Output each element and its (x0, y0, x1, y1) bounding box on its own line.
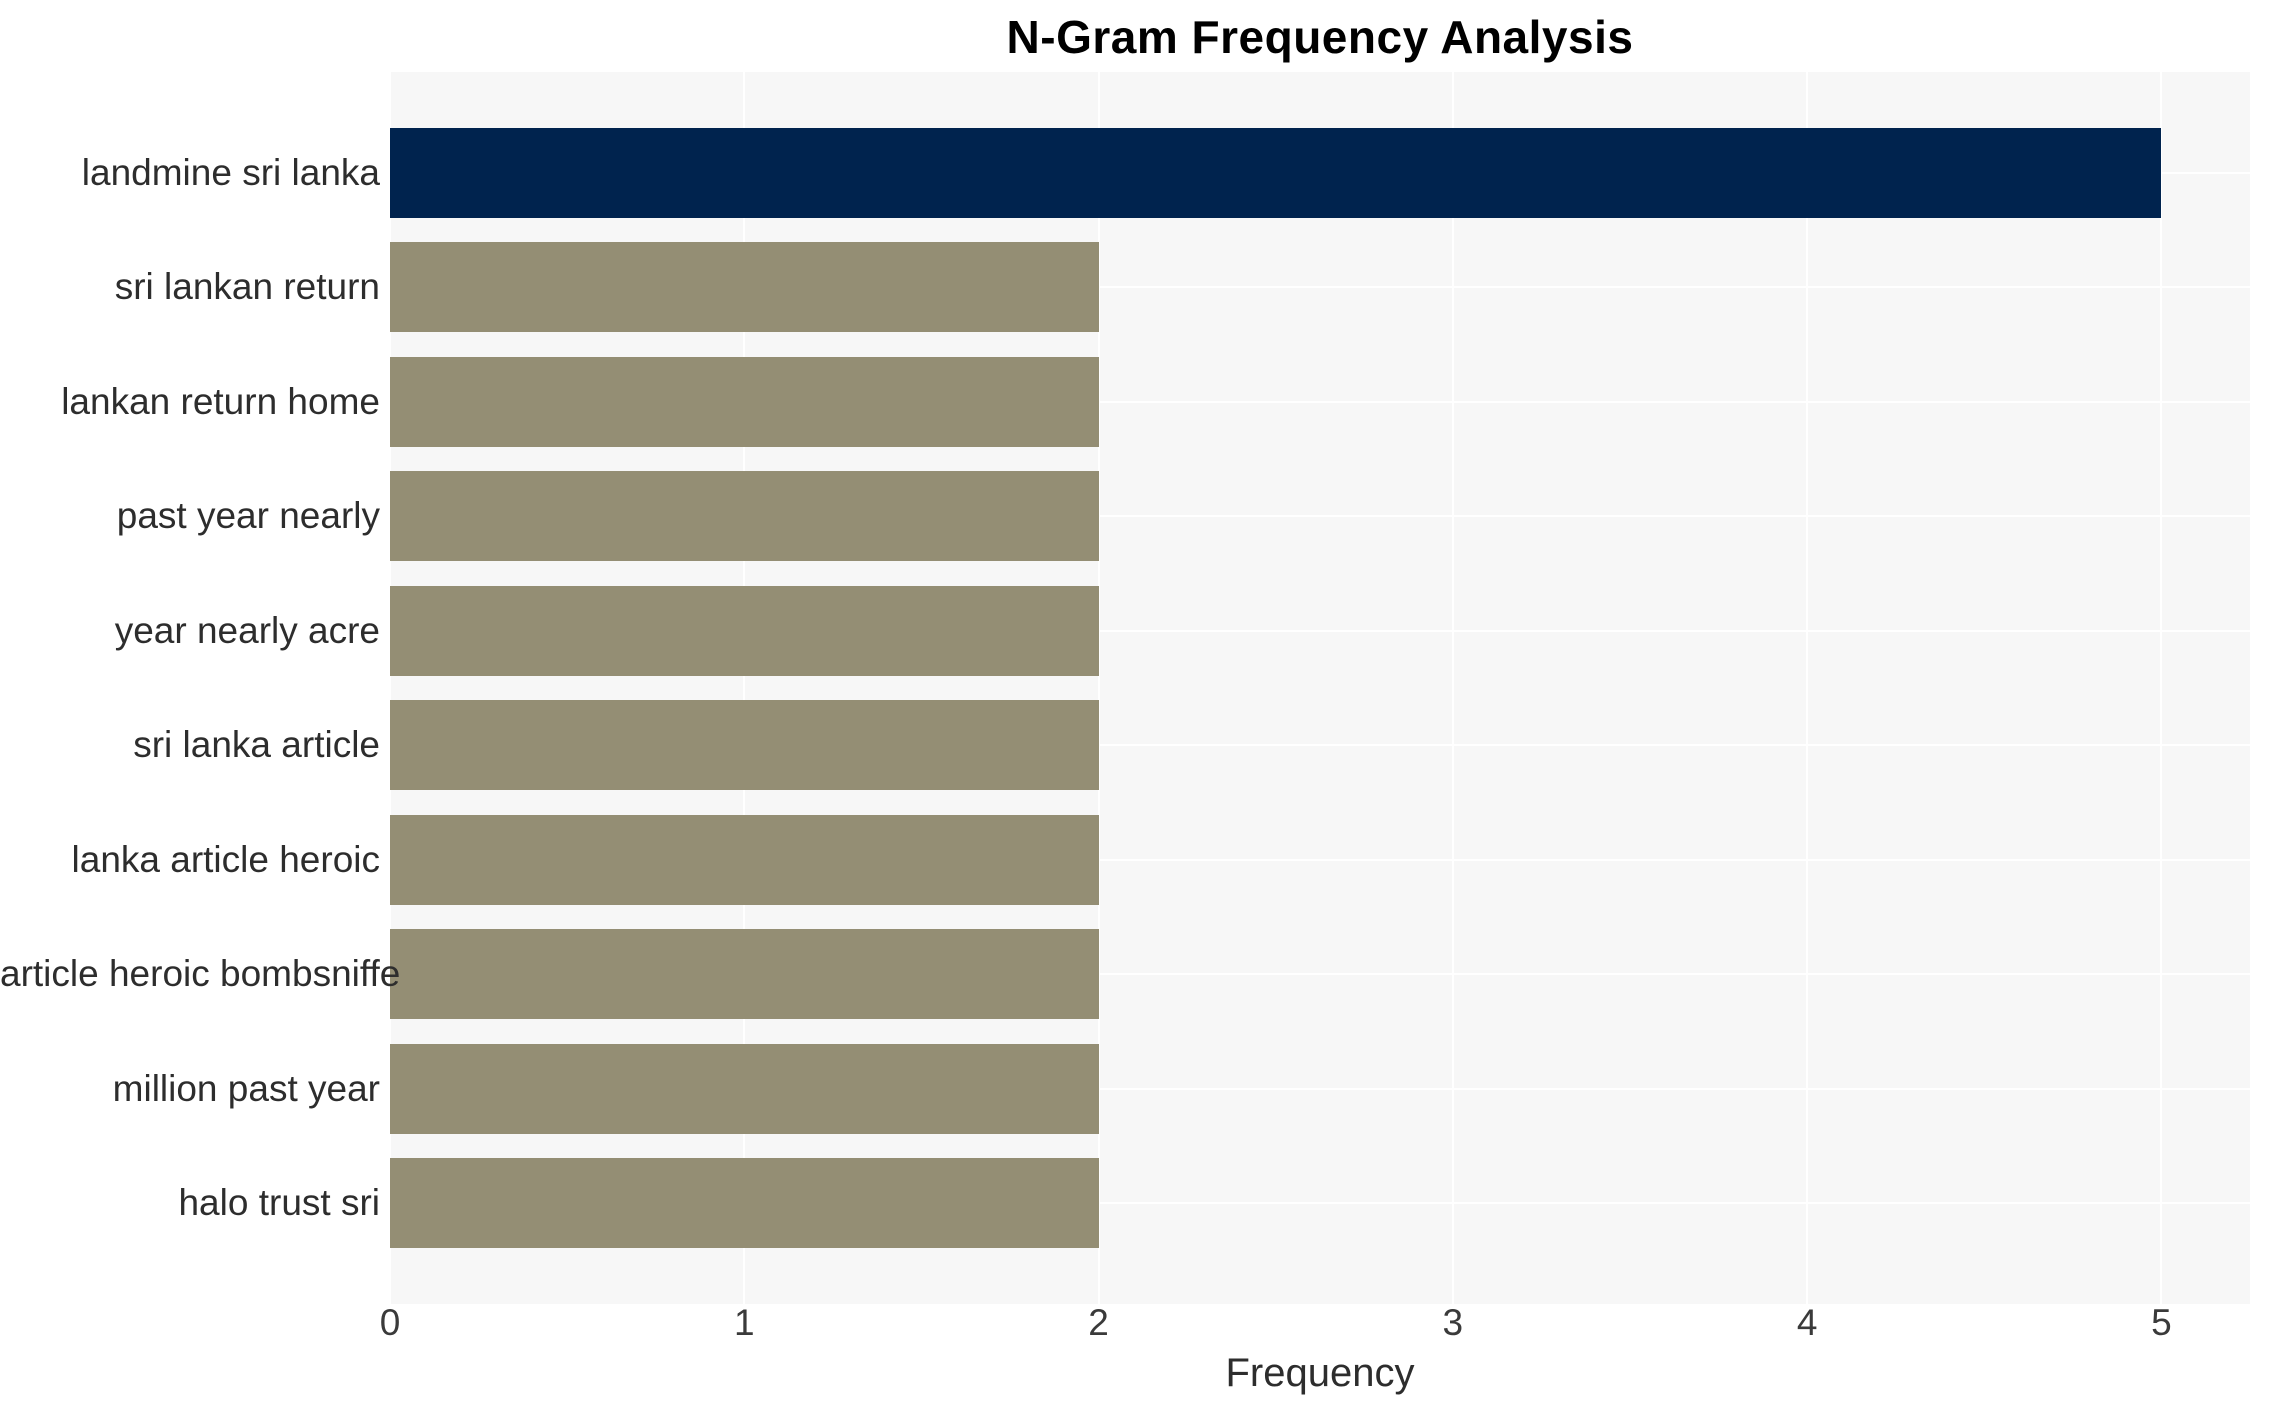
y-gridline (390, 1202, 2250, 1204)
y-gridline (390, 973, 2250, 976)
y-gridline (390, 400, 2250, 403)
category-label: million past year (112, 1067, 380, 1109)
x-tick-label: 3 (1442, 1302, 1464, 1343)
bar (390, 585, 1099, 676)
x-tick-label: 4 (1796, 1302, 1818, 1343)
y-gridline (390, 515, 2250, 518)
category-label: sri lanka article (133, 724, 380, 766)
bar (390, 128, 2162, 218)
category-label: sri lankan return (114, 266, 380, 308)
bar (390, 356, 1099, 447)
bar (390, 471, 1099, 562)
y-gridline (390, 744, 2250, 747)
x-tick-label: 5 (2151, 1302, 2172, 1343)
category-label: lanka article heroic (71, 838, 380, 880)
category-label: article heroic bombsniffe (0, 953, 401, 995)
y-gridline (390, 286, 2250, 289)
y-gridline (390, 1087, 2250, 1090)
bar (390, 1158, 1099, 1248)
bar (390, 814, 1099, 905)
x-gridline (743, 72, 746, 1304)
bar (390, 700, 1099, 791)
x-tick-label: 0 (379, 1302, 401, 1343)
category-label: past year nearly (116, 495, 380, 537)
x-gridline (1806, 72, 1809, 1304)
bar (390, 929, 1099, 1020)
category-label: landmine sri lanka (81, 152, 380, 193)
x-gridline (389, 72, 391, 1304)
bar (390, 1043, 1099, 1134)
x-gridline (2160, 72, 2163, 1304)
chart-title: N-Gram Frequency Analysis (1006, 11, 1634, 63)
bar (390, 242, 1099, 333)
x-axis-title: Frequency (1225, 1351, 1415, 1395)
x-tick-label: 2 (1088, 1302, 1109, 1343)
category-label: lankan return home (61, 380, 380, 422)
category-label: year nearly acre (114, 609, 380, 651)
x-gridline (1451, 72, 1454, 1304)
x-tick-label: 1 (733, 1302, 755, 1343)
plot-area (389, 72, 2250, 1304)
x-gridline (1097, 72, 1100, 1304)
category-label: halo trust sri (178, 1182, 380, 1223)
y-gridline (390, 629, 2250, 632)
y-gridline (390, 858, 2250, 861)
